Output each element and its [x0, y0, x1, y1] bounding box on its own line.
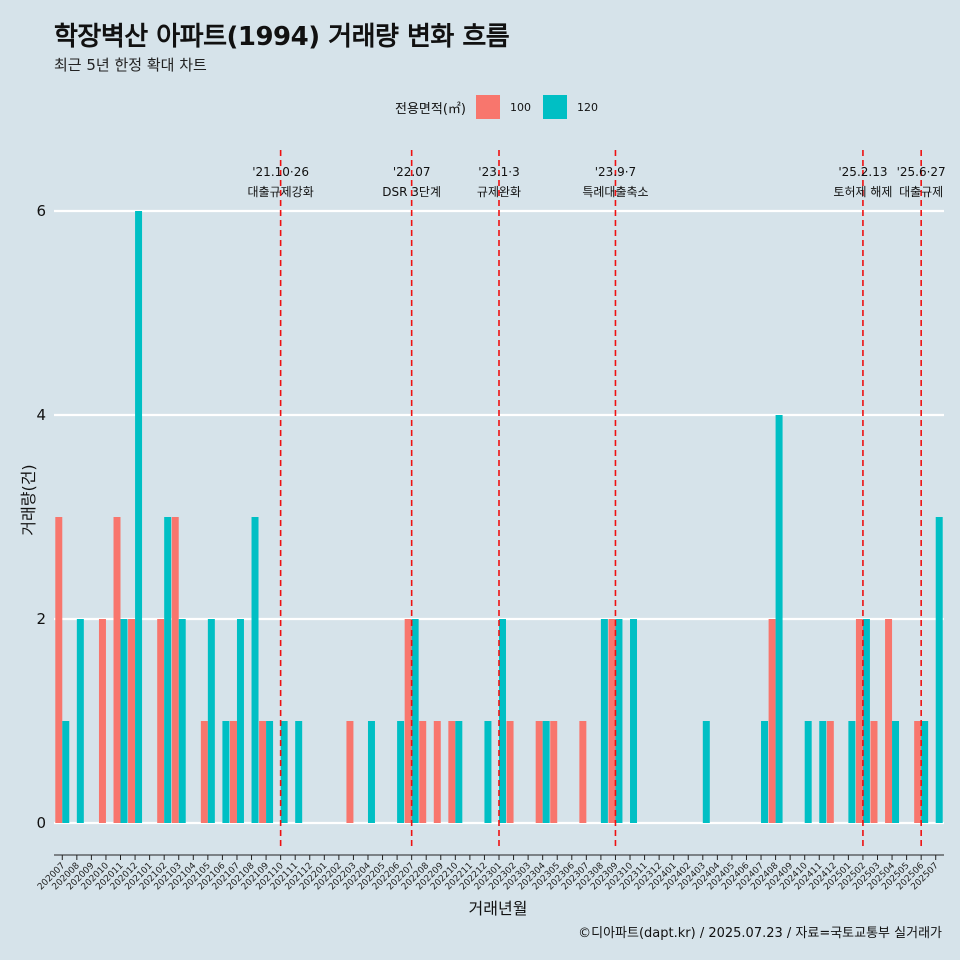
- y-tick-6: 6: [36, 202, 46, 220]
- bar-120-202106: [222, 721, 230, 823]
- bar-120-202411: [819, 721, 827, 823]
- event-label-0: 대출규제강화: [248, 185, 314, 199]
- bar-120-202304: [542, 721, 550, 823]
- y-tick-0: 0: [36, 814, 46, 832]
- bar-100-202506: [914, 721, 922, 823]
- event-label-3: 특례대출축소: [582, 185, 648, 199]
- x-axis-title: 거래년월: [469, 899, 528, 918]
- bar-120-202109: [266, 721, 274, 823]
- y-axis-title: 거래량(건): [19, 464, 38, 535]
- bar-120-202103: [178, 619, 186, 823]
- bar-120-202407: [761, 721, 769, 823]
- bar-100-202408: [768, 619, 776, 823]
- bar-100-202007: [55, 517, 63, 823]
- chart-subtitle: 최근 5년 한정 확대 차트: [54, 56, 207, 74]
- source-caption: ©디아파트(dapt.kr) / 2025.07.23 / 자료=국토교통부 실…: [578, 926, 942, 941]
- legend-key-120: [542, 95, 567, 119]
- event-date-4: '25.2.13: [838, 165, 887, 179]
- bar-100-202103: [171, 517, 179, 823]
- bar-120-202502: [862, 619, 870, 823]
- bar-100-202208: [419, 721, 427, 823]
- bar-120-202110: [280, 721, 288, 823]
- event-label-5: 대출규제: [899, 185, 943, 199]
- bar-120-202207: [411, 619, 419, 823]
- chart-title: 학장벽산 아파트(1994) 거래량 변화 흐름: [54, 22, 510, 52]
- bar-100-202504: [885, 619, 893, 823]
- event-label-4: 토허제 해제: [833, 185, 892, 199]
- y-tick-2: 2: [36, 610, 46, 628]
- legend-key-100: [475, 95, 500, 119]
- bar-120-202403: [702, 721, 710, 823]
- bar-100-202207: [404, 619, 412, 823]
- bar-100-202203: [346, 721, 354, 823]
- event-date-3: '23.9·7: [595, 165, 636, 179]
- bar-120-202012: [135, 211, 143, 823]
- bar-120-202301: [499, 619, 506, 823]
- bar-100-202502: [855, 619, 863, 823]
- bar-120-202011: [120, 619, 128, 823]
- bar-100-202302: [506, 721, 514, 823]
- bar-120-202102: [164, 517, 172, 823]
- bar-100-202210: [448, 721, 456, 823]
- bar-120-202310: [630, 619, 638, 823]
- bar-100-202503: [870, 721, 878, 823]
- bar-100-202107: [229, 721, 237, 823]
- bar-120-202204: [367, 721, 375, 823]
- event-date-2: '23.1·3: [478, 165, 519, 179]
- bar-100-202209: [433, 721, 441, 823]
- bar-120-202107: [236, 619, 244, 823]
- bar-100-202102: [157, 619, 165, 823]
- bar-120-202206: [397, 721, 405, 823]
- bar-100-202109: [259, 721, 267, 823]
- bar-120-202008: [76, 619, 84, 823]
- event-date-5: '25.6·27: [897, 165, 946, 179]
- legend-label-100: 100: [509, 100, 531, 114]
- bar-120-202212: [484, 721, 492, 823]
- event-label-2: 규제완화: [477, 185, 521, 199]
- event-date-0: '21.10·26: [252, 165, 309, 179]
- bar-100-202412: [826, 721, 834, 823]
- bar-120-202507: [935, 517, 943, 823]
- bar-120-202309: [615, 619, 623, 823]
- bar-100-202012: [128, 619, 136, 823]
- bar-100-202010: [98, 619, 106, 823]
- bar-100-202307: [579, 721, 587, 823]
- bar-120-202111: [295, 721, 303, 823]
- bar-120-202210: [455, 721, 463, 823]
- bar-120-202501: [848, 721, 856, 823]
- bar-120-202105: [207, 619, 215, 823]
- bar-120-202410: [804, 721, 812, 823]
- bar-100-202305: [550, 721, 558, 823]
- legend-label-120: 120: [576, 100, 598, 114]
- bar-100-202304: [535, 721, 543, 823]
- bar-120-202504: [892, 721, 900, 823]
- bar-120-202108: [251, 517, 259, 823]
- bar-100-202105: [200, 721, 208, 823]
- bar-120-202408: [775, 415, 783, 823]
- bar-120-202308: [600, 619, 608, 823]
- event-label-1: DSR 3단계: [382, 185, 441, 199]
- bar-100-202011: [113, 517, 121, 823]
- bar-120-202007: [62, 721, 70, 823]
- bar-100-202309: [608, 619, 616, 823]
- bar-120-202506: [921, 721, 929, 823]
- legend-title: 전용면적(㎡): [395, 101, 466, 117]
- event-date-1: '22.07: [393, 165, 431, 179]
- y-tick-4: 4: [36, 406, 46, 424]
- legend: 전용면적(㎡) 100 120: [395, 94, 610, 120]
